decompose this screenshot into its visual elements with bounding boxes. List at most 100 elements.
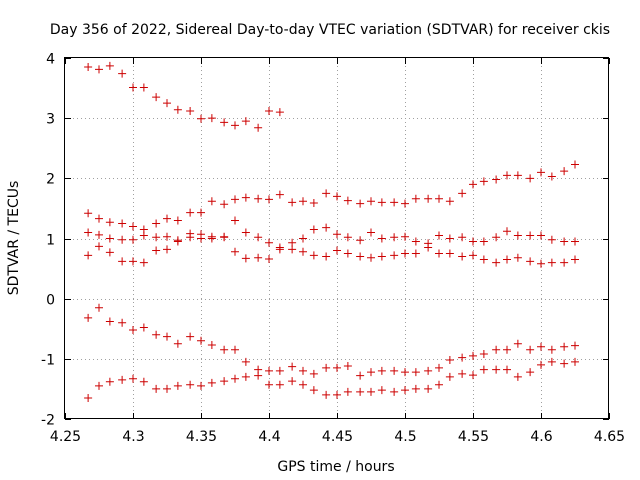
data-point [275, 108, 284, 117]
data-point [560, 359, 569, 368]
x-tick-label: 4.35 [186, 429, 217, 445]
data-point [118, 235, 127, 244]
data-point [241, 193, 250, 202]
data-point [241, 117, 250, 126]
x-tick-label: 4.65 [594, 429, 625, 445]
data-point [152, 330, 161, 339]
data-point [401, 232, 409, 241]
data-point [186, 233, 195, 242]
data-point [547, 345, 556, 354]
data-point [377, 386, 386, 395]
data-point [492, 233, 501, 242]
data-point [254, 123, 263, 132]
data-point [197, 336, 205, 345]
data-point [479, 177, 488, 186]
data-point [469, 180, 477, 189]
data-point [241, 254, 250, 263]
data-point [129, 257, 137, 266]
data-point [254, 371, 263, 380]
data-point [526, 174, 535, 183]
data-point [275, 366, 284, 375]
data-point [197, 208, 205, 217]
data-point [275, 190, 284, 199]
data-point [118, 257, 127, 266]
data-point [84, 393, 93, 402]
series-satellite-c [84, 216, 579, 252]
data-point [118, 69, 127, 78]
data-point [356, 236, 365, 245]
data-point [152, 93, 161, 102]
data-point [220, 118, 229, 127]
data-point [95, 303, 103, 312]
data-point [435, 194, 443, 203]
data-point [513, 372, 522, 381]
x-tick-label: 4.6 [530, 429, 552, 445]
data-point [492, 258, 501, 267]
data-point [322, 363, 331, 372]
y-tick-label: 2 [46, 172, 55, 188]
data-point [275, 380, 284, 389]
data-point [401, 249, 409, 258]
data-point [139, 231, 148, 240]
data-point [163, 384, 171, 393]
data-point [513, 171, 522, 180]
data-point [435, 249, 443, 258]
chart-title: Day 356 of 2022, Sidereal Day-to-day VTE… [50, 22, 610, 38]
data-point [537, 360, 545, 369]
data-point [84, 209, 93, 218]
y-tick-label: -2 [41, 413, 55, 429]
data-point [322, 189, 331, 198]
data-point [139, 83, 148, 92]
y-tick-label: -1 [41, 353, 55, 369]
data-point [139, 258, 148, 267]
data-point [84, 313, 93, 322]
data-point [503, 255, 511, 264]
data-point [571, 341, 579, 350]
data-point [231, 247, 239, 256]
data-point [401, 199, 409, 208]
x-axis-label: GPS time / hours [277, 459, 394, 475]
data-point [547, 235, 556, 244]
data-point [254, 253, 263, 262]
data-point [299, 197, 307, 206]
y-tick-label: 4 [46, 52, 55, 68]
data-point [401, 368, 409, 377]
data-point [390, 387, 399, 396]
data-point [152, 384, 161, 393]
data-point [105, 234, 114, 243]
data-point [377, 198, 386, 207]
data-point [492, 175, 501, 184]
x-tick-label: 4.45 [322, 429, 353, 445]
data-point [458, 252, 467, 261]
data-point [197, 234, 205, 243]
data-point [95, 242, 103, 251]
data-point [547, 258, 556, 267]
data-point [469, 351, 477, 360]
data-point [118, 318, 127, 327]
data-point [445, 372, 454, 381]
data-point [537, 168, 545, 177]
data-point [513, 231, 522, 240]
data-point [571, 160, 579, 169]
data-point [207, 197, 216, 206]
axis-layer: 4.25 4.3 4.35 4.4 4.45 4.5 4.55 4.6 4.65 -2 -1 0 1 2 3… [41, 52, 625, 446]
data-point [435, 231, 443, 240]
series-satellite-e [84, 303, 579, 380]
data-point [333, 192, 341, 201]
data-point [435, 363, 443, 372]
data-point [322, 252, 331, 261]
data-point [424, 194, 433, 203]
data-point [343, 233, 352, 242]
data-point [254, 233, 263, 242]
data-point [513, 253, 522, 262]
data-point [503, 171, 511, 180]
data-point [390, 251, 399, 260]
data-point [390, 198, 399, 207]
data-point [322, 390, 331, 399]
data-point [95, 65, 103, 74]
data-point [288, 198, 297, 207]
data-point [503, 365, 511, 374]
data-point [526, 257, 535, 266]
data-point [309, 225, 318, 234]
